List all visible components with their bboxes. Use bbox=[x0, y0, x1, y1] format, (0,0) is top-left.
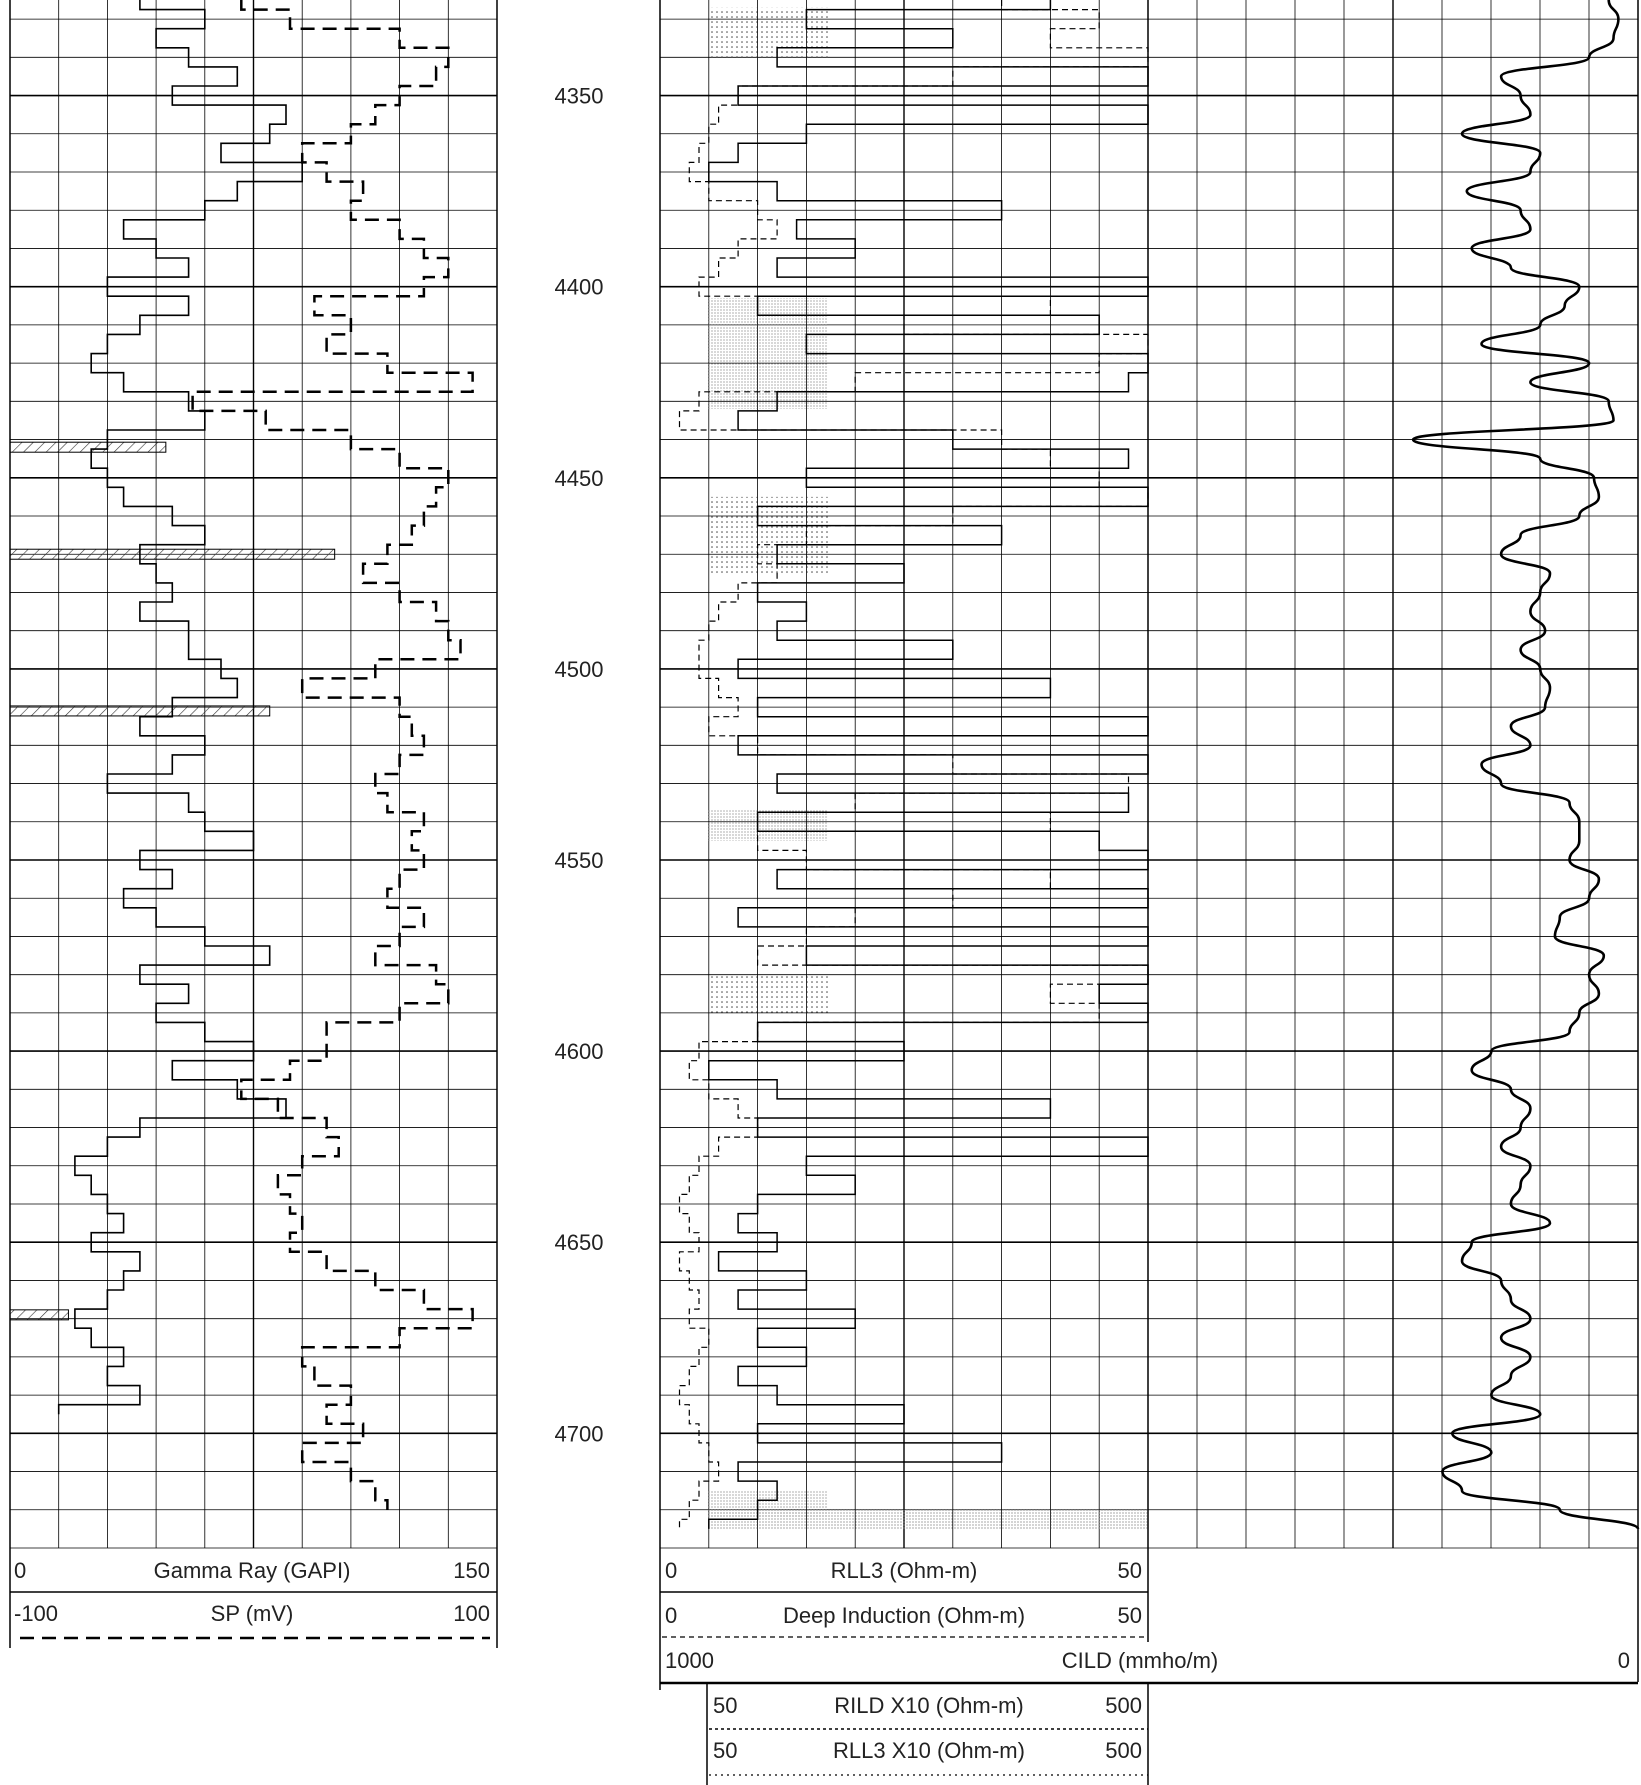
cild-curve bbox=[1411, 0, 1640, 1531]
sp-min: -100 bbox=[14, 1601, 58, 1626]
depth-label: 4450 bbox=[555, 466, 604, 491]
gamma-ray-label: Gamma Ray (GAPI) bbox=[154, 1558, 351, 1583]
lithology-marker bbox=[9, 441, 167, 453]
rild-x10-label: RILD X10 (Ohm-m) bbox=[834, 1693, 1023, 1718]
legend-panel: 0 Gamma Ray (GAPI) 150 -100 SP (mV) 100 … bbox=[9, 1548, 1639, 1785]
gamma-ray-curve bbox=[57, 0, 303, 1415]
cild-max: 0 bbox=[1618, 1648, 1630, 1673]
rild-x10-max: 500 bbox=[1105, 1693, 1142, 1718]
depth-label: 4650 bbox=[555, 1230, 604, 1255]
cild-label: CILD (mmho/m) bbox=[1062, 1648, 1218, 1673]
backup-fill-bottom bbox=[708, 1509, 1148, 1529]
deep-induction-max: 50 bbox=[1118, 1603, 1142, 1628]
deep-induction-min: 0 bbox=[665, 1603, 677, 1628]
depth-label: 4700 bbox=[555, 1421, 604, 1446]
sp-max: 100 bbox=[453, 1601, 490, 1626]
grid-layer bbox=[9, 0, 1639, 1549]
rll3-curve bbox=[708, 0, 1149, 1529]
backup-fill bbox=[708, 974, 828, 1013]
lithology-marker bbox=[9, 705, 271, 717]
fill-layer bbox=[9, 7, 1148, 1529]
depth-label: 4600 bbox=[555, 1039, 604, 1064]
deep-induction-curve bbox=[678, 0, 1149, 1529]
rll3-min: 0 bbox=[665, 1558, 677, 1583]
gamma-ray-max: 150 bbox=[453, 1558, 490, 1583]
rll3-x10-min: 50 bbox=[713, 1738, 737, 1763]
cild-min: 1000 bbox=[665, 1648, 714, 1673]
rll3-max: 50 bbox=[1118, 1558, 1142, 1583]
lithology-marker bbox=[9, 1309, 69, 1321]
backup-fill bbox=[708, 810, 828, 841]
curve-layer bbox=[57, 0, 1640, 1531]
backup-fill bbox=[708, 7, 828, 58]
rll3-x10-max: 500 bbox=[1105, 1738, 1142, 1763]
deep-induction-label: Deep Induction (Ohm-m) bbox=[783, 1603, 1025, 1628]
rild-x10-min: 50 bbox=[713, 1693, 737, 1718]
lithology-marker bbox=[9, 548, 336, 560]
sp-label: SP (mV) bbox=[211, 1601, 294, 1626]
depth-label: 4400 bbox=[555, 275, 604, 300]
gamma-ray-min: 0 bbox=[14, 1558, 26, 1583]
depth-label: 4550 bbox=[555, 848, 604, 873]
depth-label: 4350 bbox=[555, 84, 604, 109]
rll3-label: RLL3 (Ohm-m) bbox=[831, 1558, 978, 1583]
backup-fill bbox=[708, 496, 828, 574]
sp-curve bbox=[191, 0, 474, 1510]
rll3-x10-label: RLL3 X10 (Ohm-m) bbox=[833, 1738, 1025, 1763]
depth-axis: 4350 4400 4450 4500 4550 4600 4650 4700 bbox=[555, 84, 604, 1447]
depth-label: 4500 bbox=[555, 657, 604, 682]
